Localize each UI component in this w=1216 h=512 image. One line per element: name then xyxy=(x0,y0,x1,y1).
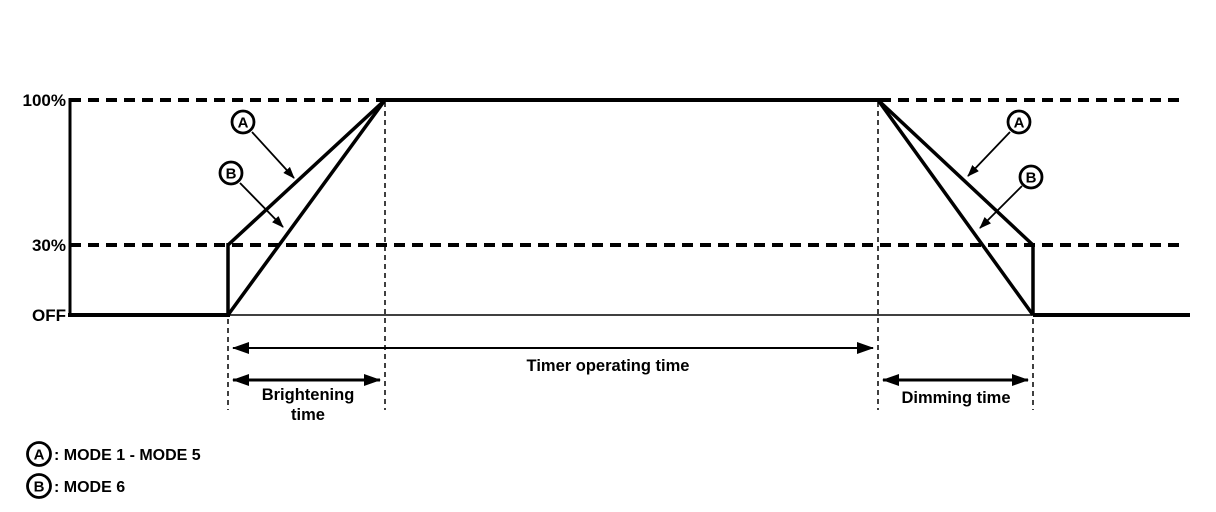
legend-label-a: : MODE 1 - MODE 5 xyxy=(54,447,201,464)
curve-a-fall xyxy=(876,98,1035,247)
label-100: 100% xyxy=(23,91,66,110)
brightening-label-line1: Brightening xyxy=(262,386,355,404)
callout-a-right: A xyxy=(967,109,1032,177)
timer-label: Timer operating time xyxy=(527,357,690,375)
legend-row-b: B : MODE 6 xyxy=(26,473,125,499)
legend: A : MODE 1 - MODE 5 B : MODE 6 xyxy=(26,441,201,499)
curve-a-rise xyxy=(226,98,387,247)
callout-b-right: B xyxy=(979,164,1044,229)
label-30: 30% xyxy=(32,236,66,255)
curve-b-rise xyxy=(226,98,387,317)
callout-a-left: A xyxy=(230,109,295,179)
legend-marker-b-circle xyxy=(26,473,52,499)
legend-marker-a-circle xyxy=(26,441,52,467)
marker-circle xyxy=(218,160,244,186)
callout-arrow xyxy=(979,185,1023,229)
marker-letter: B xyxy=(226,166,237,183)
brightening-label-line2: time xyxy=(291,406,325,424)
label-off: OFF xyxy=(32,306,66,325)
dimming-label: Dimming time xyxy=(901,389,1010,407)
curve-b-fall xyxy=(876,98,1035,317)
marker-letter: A xyxy=(238,115,249,132)
callout-arrow xyxy=(239,182,284,228)
callout-b-left: B xyxy=(218,160,284,228)
callout-arrow xyxy=(967,131,1011,177)
marker-circle xyxy=(1018,164,1044,190)
legend-label-b: : MODE 6 xyxy=(54,479,125,496)
legend-marker-b-letter: B xyxy=(34,479,45,496)
marker-letter: A xyxy=(1014,115,1025,132)
legend-marker-a-letter: A xyxy=(34,447,45,464)
marker-circle xyxy=(230,109,256,135)
marker-circle xyxy=(1006,109,1032,135)
legend-row-a: A : MODE 1 - MODE 5 xyxy=(26,441,201,467)
callout-arrow xyxy=(251,131,295,179)
marker-letter: B xyxy=(1026,170,1037,187)
